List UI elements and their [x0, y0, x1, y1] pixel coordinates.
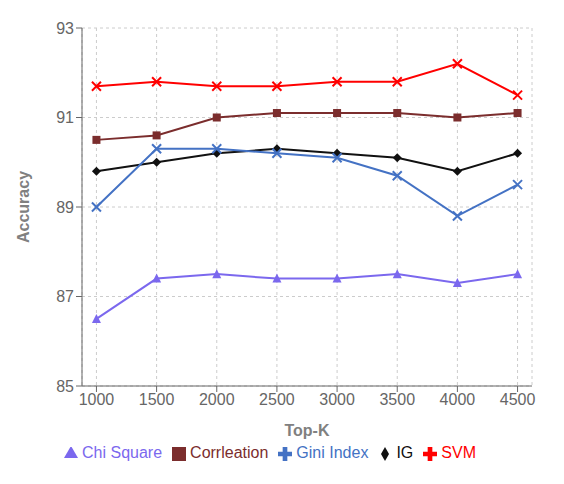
svg-text:89: 89 — [56, 199, 74, 216]
svg-text:3000: 3000 — [319, 391, 355, 408]
svg-text:Accuracy: Accuracy — [15, 171, 32, 243]
svg-text:85: 85 — [56, 378, 74, 395]
svg-text:2500: 2500 — [259, 391, 295, 408]
svg-text:1000: 1000 — [79, 391, 115, 408]
svg-text:87: 87 — [56, 288, 74, 305]
svg-text:93: 93 — [56, 20, 74, 37]
svg-text:Top-K: Top-K — [284, 422, 329, 439]
svg-text:4000: 4000 — [440, 391, 476, 408]
svg-text:91: 91 — [56, 109, 74, 126]
svg-text:2000: 2000 — [199, 391, 235, 408]
html-text:Chi Square: Chi Square — [82, 444, 163, 461]
svg-text:3500: 3500 — [379, 391, 415, 408]
html-text:SVM: SVM — [441, 444, 476, 461]
html-text:IG: IG — [396, 444, 414, 461]
svg-text:1500: 1500 — [139, 391, 175, 408]
svg-text:4500: 4500 — [500, 391, 536, 408]
html-text:Gini Index: Gini Index — [296, 444, 369, 461]
html-text:Corrleation: Corrleation — [190, 444, 269, 461]
